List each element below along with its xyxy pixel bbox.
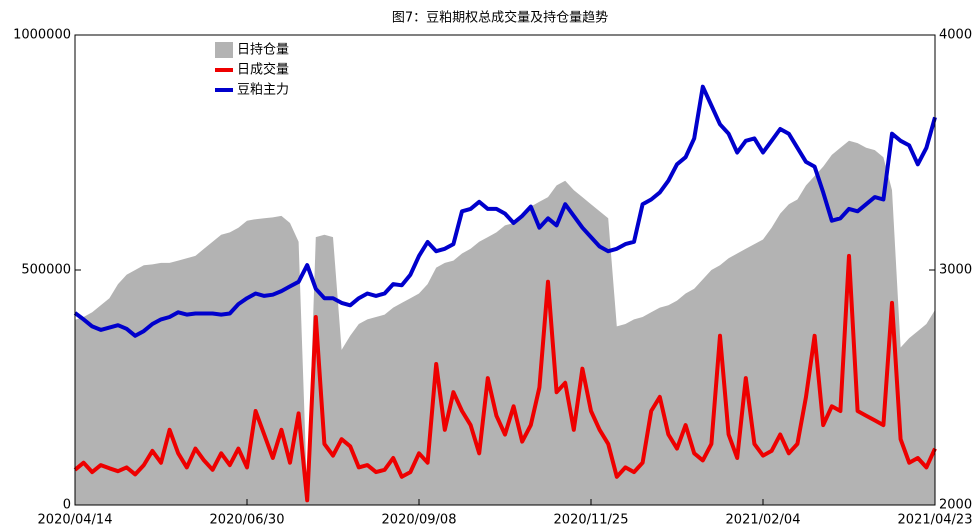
legend-label: 日成交量 [237,62,289,78]
legend-swatch [215,42,233,58]
area [75,140,935,506]
x-tick-label: 2020/09/08 [382,513,457,528]
x-tick-label: 2021/02/04 [726,513,801,528]
y2-tick-label: 2000 [939,498,972,513]
line [73,253,937,503]
y2-tick-label: 4000 [939,28,972,43]
x-tick-label: 2020/11/25 [554,513,629,528]
y2-tick-label: 3000 [939,263,972,278]
chart-title: 图7：豆粕期权总成交量及持仓量趋势 [392,10,608,26]
legend-label: 日持仓量 [237,43,289,58]
y-tick-label: 500000 [21,263,71,278]
line [73,84,937,338]
legend-label: 豆粕主力 [237,83,289,98]
y-tick-label: 0 [63,498,71,513]
x-tick-label: 2021/04/23 [898,513,973,528]
y-tick-label: 1000000 [13,28,71,43]
x-tick-label: 2020/06/30 [210,513,285,528]
x-tick-label: 2020/04/14 [38,513,113,528]
